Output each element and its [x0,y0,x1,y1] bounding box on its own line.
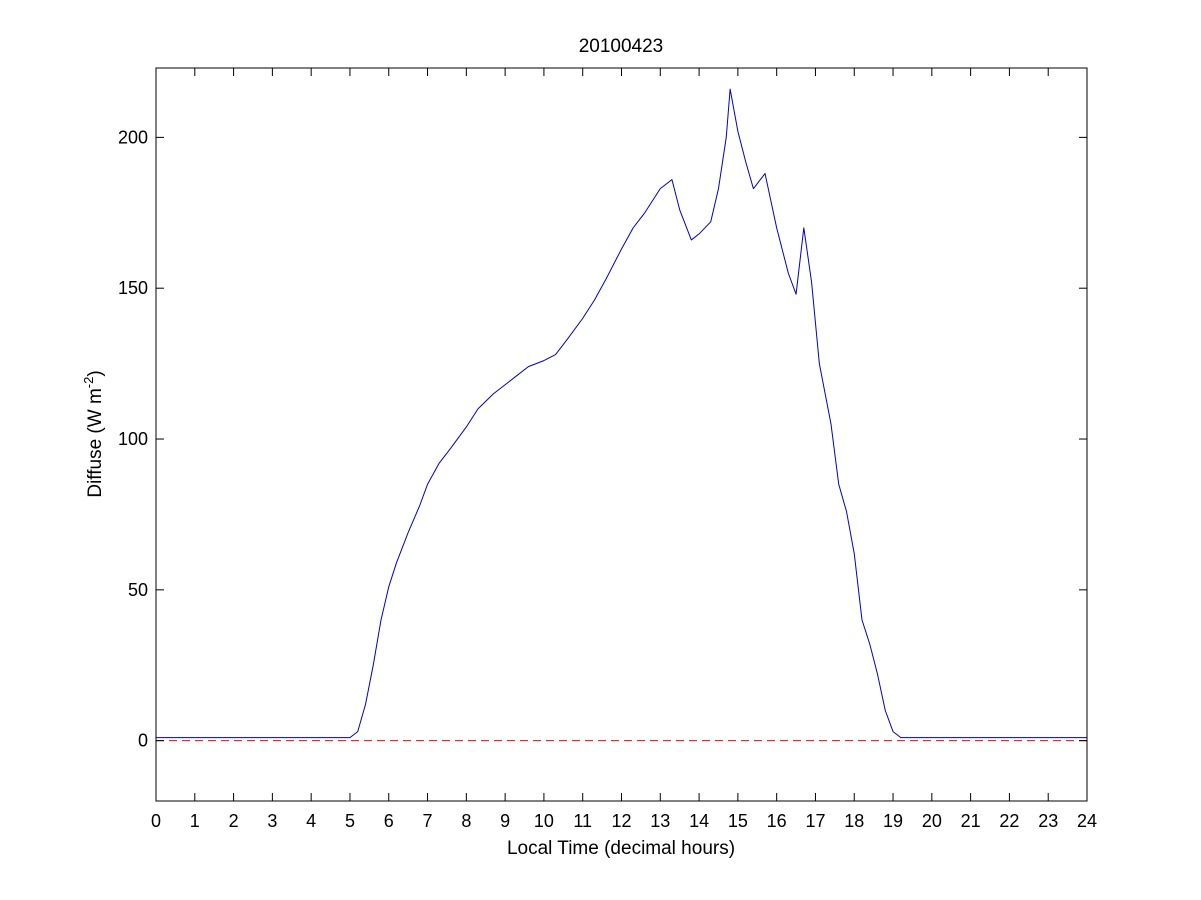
y-axis-label: Diffuse (W m-2) [81,370,106,497]
x-tick-label: 15 [728,811,748,831]
x-tick-label: 16 [767,811,787,831]
diffuse-series-line [156,88,1087,739]
x-tick-label: 12 [611,811,631,831]
y-axis-label-close: ) [85,370,106,376]
y-tick-label: 50 [128,580,148,600]
chart-title: 20100423 [579,36,664,57]
x-tick-label: 8 [461,811,471,831]
y-tick-label: 200 [118,127,148,147]
x-tick-label: 9 [500,811,510,831]
x-tick-label: 3 [267,811,277,831]
x-tick-label: 0 [151,811,161,831]
plot-area [156,88,1087,742]
axes: 0 1 2 3 4 5 6 7 8 9 10 11 12 13 14 15 16 17 18 19 20 21 22 23 24… [118,67,1097,831]
x-tick-label: 6 [384,811,394,831]
x-tick-label: 20 [922,811,942,831]
x-axis-label: Local Time (decimal hours) [507,838,735,859]
x-tick-label: 4 [306,811,316,831]
y-tick-label: 0 [138,731,148,751]
x-tick-label: 2 [229,811,239,831]
x-tick-label: 19 [883,811,903,831]
x-tick-label: 5 [345,811,355,831]
x-tick-label: 11 [573,811,592,831]
x-tick-label: 13 [650,811,670,831]
x-tick-label: 21 [961,811,981,831]
x-tick-label: 23 [1038,811,1058,831]
x-tick-label: 14 [689,811,709,831]
x-tick-label: 1 [190,811,200,831]
y-axis-label-main: Diffuse (W m [85,388,106,497]
x-tick-label: 7 [423,811,433,831]
x-tick-label: 10 [534,811,554,831]
x-tick-label: 18 [844,811,864,831]
x-tick-label: 17 [805,811,825,831]
y-tick-label: 100 [118,429,148,449]
y-tick-label: 150 [118,278,148,298]
y-axis-label-superscript: -2 [81,377,96,389]
x-tick-label: 24 [1077,811,1097,831]
x-tick-label: 22 [999,811,1019,831]
